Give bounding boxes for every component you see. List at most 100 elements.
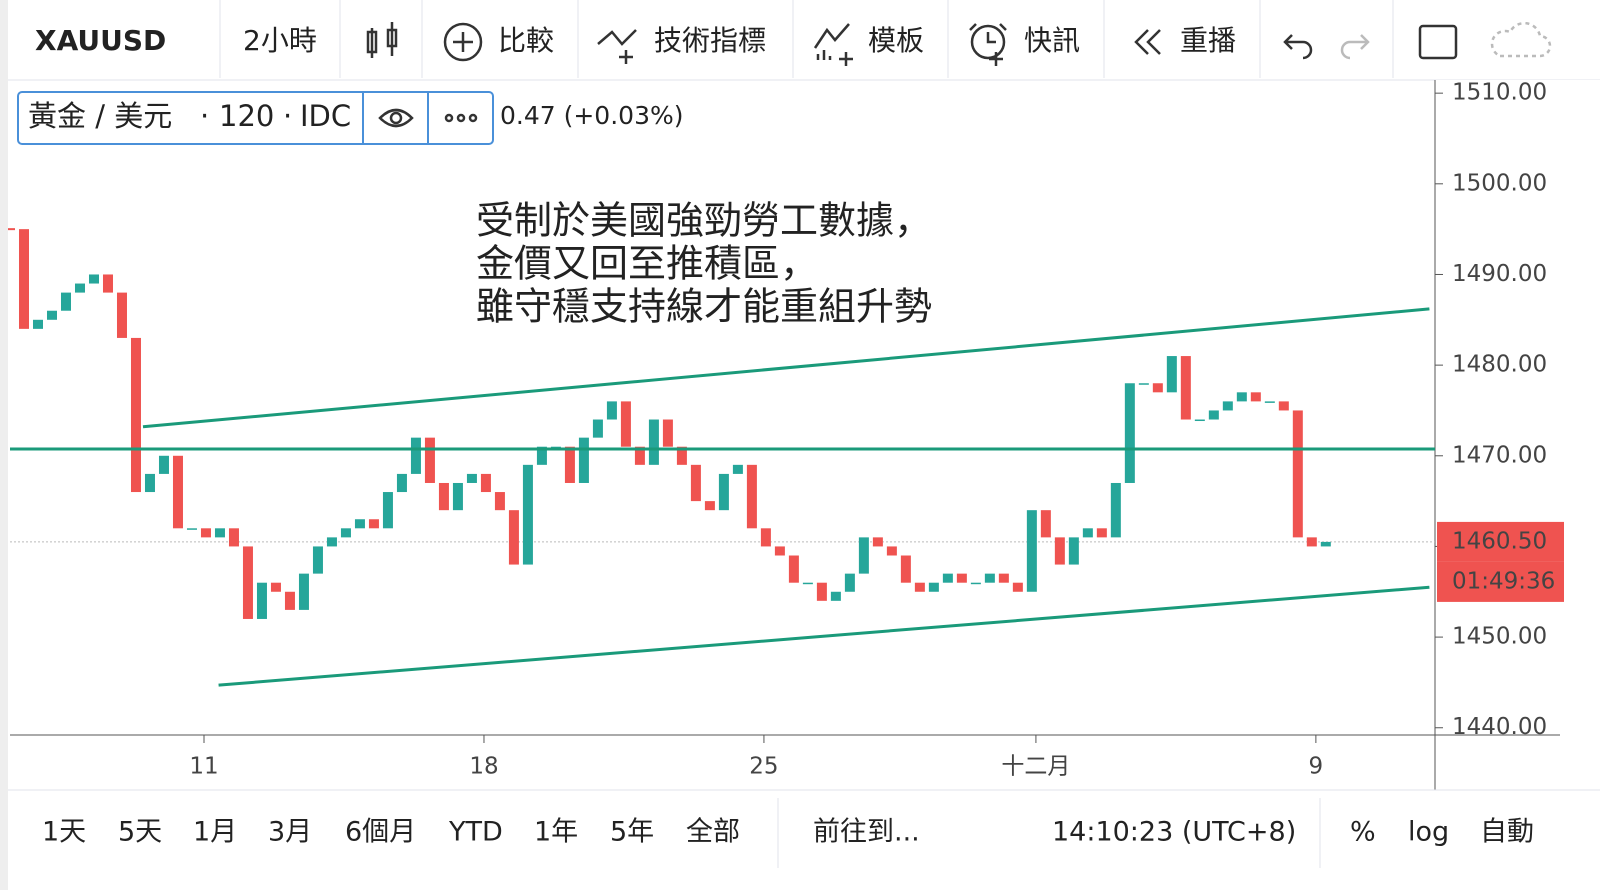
toolbar-button[interactable]: 比較 — [498, 24, 554, 57]
candle — [270, 582, 281, 592]
candle — [620, 401, 631, 447]
candle — [214, 528, 225, 538]
candle — [1012, 582, 1023, 592]
range-button[interactable]: 6個月 — [345, 817, 416, 848]
candle — [984, 573, 995, 583]
candle — [1292, 410, 1303, 538]
candle — [60, 292, 71, 311]
candle — [1250, 392, 1261, 402]
auto-button[interactable]: 自動 — [1480, 817, 1534, 848]
toolbar-button[interactable]: 技術指標 — [654, 24, 766, 57]
x-tick-label: 18 — [469, 754, 498, 780]
candle — [298, 573, 309, 610]
candle — [942, 573, 953, 583]
candle — [1264, 401, 1275, 403]
candle — [830, 591, 841, 601]
candle — [1306, 537, 1317, 547]
candle — [116, 292, 127, 338]
symbol[interactable]: XAUUSD — [35, 24, 166, 57]
candle — [634, 446, 645, 465]
toolbar-button[interactable]: 2小時 — [243, 24, 317, 57]
y-tick-label: 1500.00 — [1452, 170, 1547, 196]
range-button[interactable]: 5天 — [118, 817, 162, 848]
range-button[interactable]: 1年 — [534, 817, 578, 848]
candle — [774, 546, 785, 556]
trend-line — [218, 585, 1430, 687]
trend-line — [142, 307, 1430, 429]
candle — [956, 573, 967, 583]
candle — [1026, 510, 1037, 592]
candle — [564, 446, 575, 483]
candle — [970, 582, 981, 585]
candle — [158, 455, 169, 474]
toolbar-icons — [366, 21, 1552, 66]
y-tick-label: 1480.00 — [1452, 352, 1547, 378]
goto-button[interactable]: 前往到... — [813, 817, 920, 848]
y-tick-label: 1470.00 — [1452, 442, 1547, 468]
candle — [858, 537, 869, 574]
candle — [46, 310, 57, 320]
candle — [200, 528, 211, 538]
price-label: 1460.50 — [1452, 528, 1547, 554]
candle — [1236, 392, 1247, 402]
range-button[interactable]: 1月 — [193, 817, 237, 848]
y-tick-label: 1450.00 — [1452, 624, 1547, 650]
candle — [508, 510, 519, 565]
candle — [1278, 401, 1289, 411]
candle — [88, 274, 99, 284]
candle — [886, 546, 897, 556]
candle — [1110, 482, 1121, 538]
legend-box[interactable] — [17, 91, 494, 145]
range-button[interactable]: 全部 — [686, 817, 740, 848]
range-button[interactable]: YTD — [448, 817, 503, 848]
candle — [410, 437, 421, 474]
price-axis — [1435, 80, 1600, 800]
range-button[interactable]: 3月 — [268, 817, 312, 848]
candle — [466, 473, 477, 483]
candle — [284, 591, 295, 610]
x-tick-label: 9 — [1309, 754, 1324, 780]
candle — [676, 446, 687, 465]
candle — [144, 473, 155, 493]
candle — [998, 573, 1009, 583]
candle — [130, 337, 141, 493]
candle — [438, 482, 449, 511]
candle — [900, 555, 911, 583]
annotation: 受制於美國強勁勞工數據， — [476, 199, 932, 243]
countdown: 01:49:36 — [1452, 568, 1555, 594]
range-button[interactable]: 1天 — [42, 817, 86, 848]
toolbar-button[interactable]: 重播 — [1180, 24, 1236, 57]
candle — [396, 473, 407, 493]
bottom-separators — [777, 798, 1321, 868]
price-label-box — [1437, 521, 1564, 562]
candle — [788, 555, 799, 583]
annotation: 金價又回至推積區， — [476, 242, 818, 286]
log-button[interactable]: log — [1408, 817, 1449, 848]
candle — [662, 419, 673, 447]
candle — [1194, 419, 1205, 422]
percent-button[interactable]: % — [1350, 817, 1376, 848]
candle — [340, 528, 351, 538]
left-edge — [0, 0, 8, 890]
legend-change: 0.47 (+0.03%) — [500, 101, 683, 130]
candle — [74, 283, 85, 293]
candle — [648, 419, 659, 465]
toolbar-button[interactable]: 模板 — [868, 24, 924, 57]
candle — [326, 537, 337, 547]
legend-icons[interactable] — [378, 108, 478, 128]
candle — [1180, 356, 1191, 420]
candle — [1096, 528, 1107, 538]
candle — [424, 437, 435, 483]
candle — [606, 401, 617, 420]
candle — [746, 464, 757, 529]
candle — [1054, 537, 1065, 565]
candle — [354, 519, 365, 529]
toolbar-button[interactable]: 快訊 — [1024, 24, 1080, 57]
candle — [802, 582, 813, 585]
range-button[interactable]: 5年 — [610, 817, 654, 848]
candle — [102, 274, 113, 293]
candle — [1124, 383, 1135, 483]
candle — [914, 582, 925, 592]
